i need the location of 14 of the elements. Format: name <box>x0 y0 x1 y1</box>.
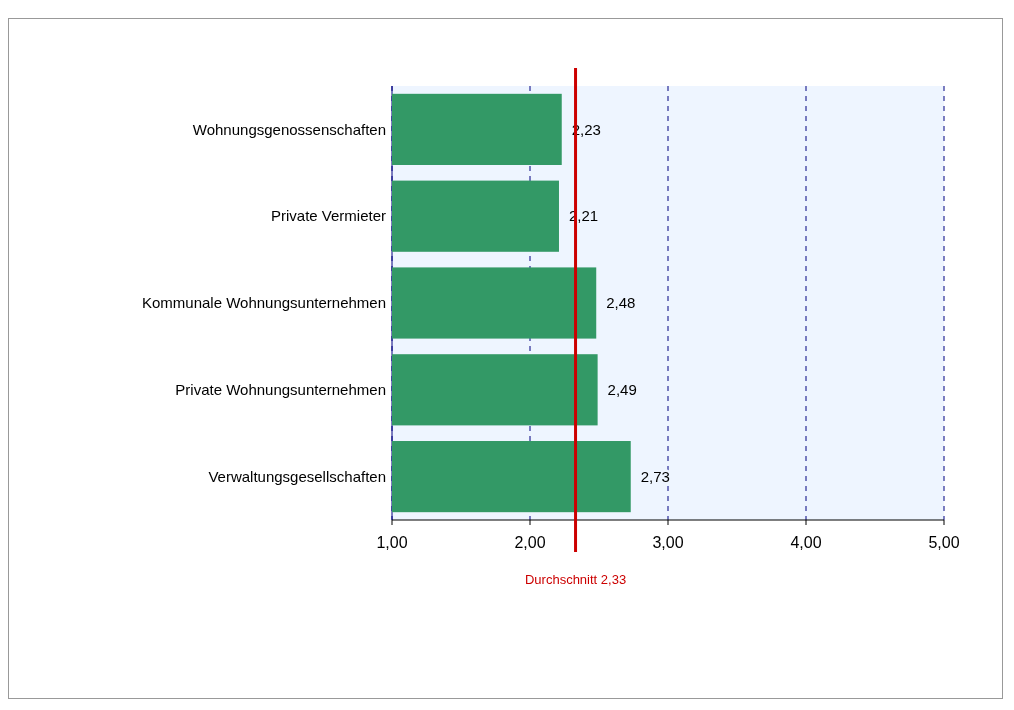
y-tick-label: Wohnungsgenossenschaften <box>192 120 386 138</box>
ref-line-label: Durchschnitt 2,33 <box>524 572 627 587</box>
x-tick-label: 4,00 <box>790 534 822 551</box>
x-tick-label: 1,00 <box>376 534 408 551</box>
x-tick-label: 3,00 <box>652 534 684 551</box>
y-tick-label: Verwaltungsgesellschaften <box>208 467 386 485</box>
data-label: 2,48 <box>606 294 636 312</box>
y-tick-label: Private Wohnungsunternehmen <box>175 381 386 399</box>
y-tick-label: Kommunale Wohnungsunternehmen <box>141 294 386 312</box>
x-tick-label: 2,00 <box>514 534 546 551</box>
y-tick-label: Private Vermieter <box>270 207 386 225</box>
x-tick-label: 5,00 <box>928 534 960 551</box>
data-label: 2,49 <box>607 381 637 399</box>
data-label: 2,73 <box>640 467 670 485</box>
